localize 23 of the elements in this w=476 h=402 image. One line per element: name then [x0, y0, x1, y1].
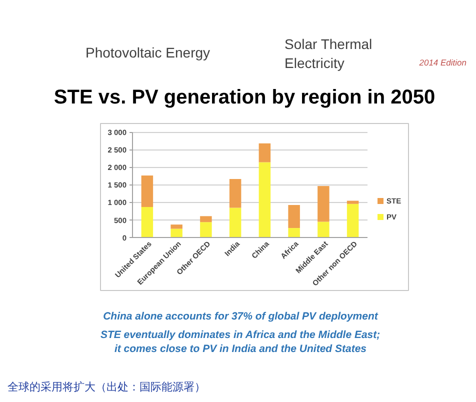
text: 2014 Edition — [418, 58, 467, 68]
bar — [170, 228, 182, 238]
chart-title: STE vs. PV generation by region in 2050 — [54, 86, 436, 108]
bar — [170, 224, 182, 229]
text: 全球的采用将扩大（出处：国际能源署） — [8, 380, 206, 394]
bar — [258, 162, 271, 238]
bar — [288, 228, 300, 238]
bar — [318, 186, 330, 222]
text: STE eventually dominates in Africa and the Middle East; it comes close to PV in India and the United States — [100, 328, 380, 356]
bar — [229, 208, 242, 238]
bar — [346, 200, 359, 204]
text: Photovoltaic Energy — [86, 44, 210, 60]
bar — [141, 176, 154, 208]
bar — [288, 204, 300, 228]
bar — [200, 216, 212, 222]
bar — [229, 179, 242, 208]
bar — [318, 222, 330, 238]
bar — [141, 207, 154, 238]
bar — [346, 204, 359, 238]
text: Solar Thermal Electricity — [284, 36, 372, 72]
bar — [258, 143, 271, 162]
text: China alone accounts for 37% of global PV deployment — [103, 310, 378, 322]
bar — [200, 222, 212, 238]
